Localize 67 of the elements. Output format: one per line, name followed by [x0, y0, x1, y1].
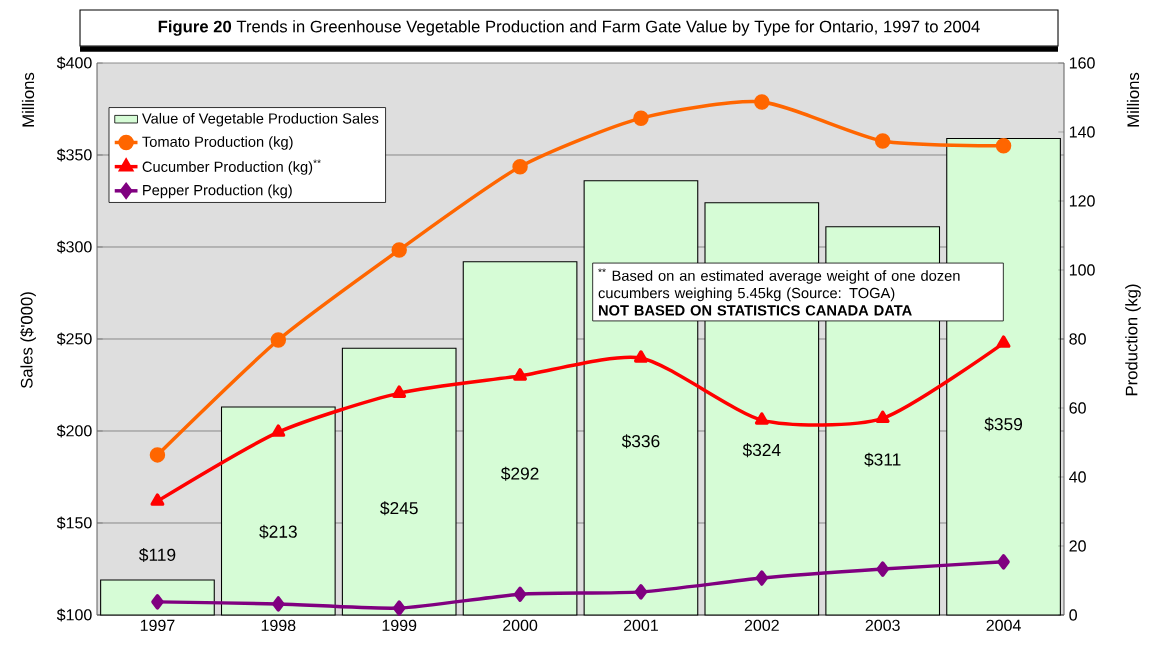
y2-tick-label: 80 [1069, 333, 1086, 345]
y2-tick-label: 20 [1069, 540, 1086, 552]
annotation: $^{**}$ Based on an estimated average weight of one dozen cucumbers weighing 5.45kg (Source: TOGA) [598, 268, 960, 302]
data-label: $311 [864, 452, 901, 467]
point [754, 94, 770, 110]
legend-label: Value of Vegetable Production Sales [141, 112, 379, 127]
x-tick-label: 1998 [261, 619, 296, 632]
data-label: $245 [380, 501, 418, 516]
point [633, 110, 649, 126]
point [755, 570, 769, 586]
y-tick-label: $350 [56, 148, 92, 162]
x-tick-label: 2001 [623, 619, 658, 632]
chart-title: Figure 20 Trends in Greenhouse Vegetable Production and Farm Gate Value by Type for Ontario, 1997 to 2004 [158, 20, 980, 36]
y2-tick-label: 60 [1069, 402, 1086, 414]
annotation: NOT BASED ON STATISTICS CANADA DATA [598, 305, 912, 316]
point [150, 493, 165, 506]
point [876, 561, 889, 577]
y2-tick-label: 120 [1069, 195, 1095, 207]
point [875, 410, 890, 424]
y2-axis-title: Production (kg) [1125, 284, 1141, 396]
data-label: $213 [259, 524, 297, 539]
point [513, 586, 527, 603]
data-label: $119 [139, 547, 176, 562]
y-tick-label: $300 [56, 240, 92, 254]
x-tick-label: 2004 [986, 619, 1021, 632]
point [272, 596, 285, 612]
y-tick-label: $250 [56, 332, 92, 346]
point [271, 424, 286, 437]
point [996, 335, 1011, 348]
point [151, 594, 164, 610]
point [634, 584, 648, 600]
y-tick-label: $400 [56, 56, 92, 70]
point [513, 368, 527, 381]
point [634, 350, 648, 363]
data-label: $292 [500, 466, 539, 481]
text: Millions [21, 72, 35, 127]
point [270, 332, 287, 348]
point [512, 159, 528, 175]
data-label: $336 [621, 434, 660, 449]
point [392, 600, 406, 616]
y2-tick-label: 140 [1069, 126, 1095, 138]
point [997, 554, 1010, 570]
text: Millions [1126, 72, 1140, 127]
x-tick-label: 2000 [503, 619, 538, 632]
data-label: $324 [742, 443, 781, 458]
point [391, 242, 407, 258]
x-tick-label: 1999 [382, 619, 417, 632]
data-label: $359 [984, 417, 1023, 432]
y-axis-title: Sales ($'000) [20, 292, 36, 389]
y2-tick-label: 100 [1069, 264, 1095, 276]
y2-tick-label: 160 [1069, 57, 1095, 69]
y2-tick-label: 0 [1069, 609, 1077, 621]
y-tick-label: $200 [56, 424, 92, 438]
legend-label: Cucumber Production (kg)$^{**}$ [142, 159, 321, 175]
point [392, 385, 407, 398]
point [995, 138, 1012, 154]
y-tick-label: $100 [56, 608, 92, 622]
point [874, 133, 891, 149]
point [754, 412, 769, 425]
x-tick-label: 2002 [744, 619, 779, 632]
x-tick-label: 1997 [140, 619, 175, 632]
point [149, 447, 166, 463]
x-tick-label: 2003 [865, 619, 900, 632]
legend-label: Tomato Production (kg) [142, 136, 293, 150]
y2-tick-label: 40 [1069, 471, 1086, 483]
y-tick-label: $150 [56, 516, 92, 530]
legend-label: Pepper Production (kg) [143, 184, 292, 199]
